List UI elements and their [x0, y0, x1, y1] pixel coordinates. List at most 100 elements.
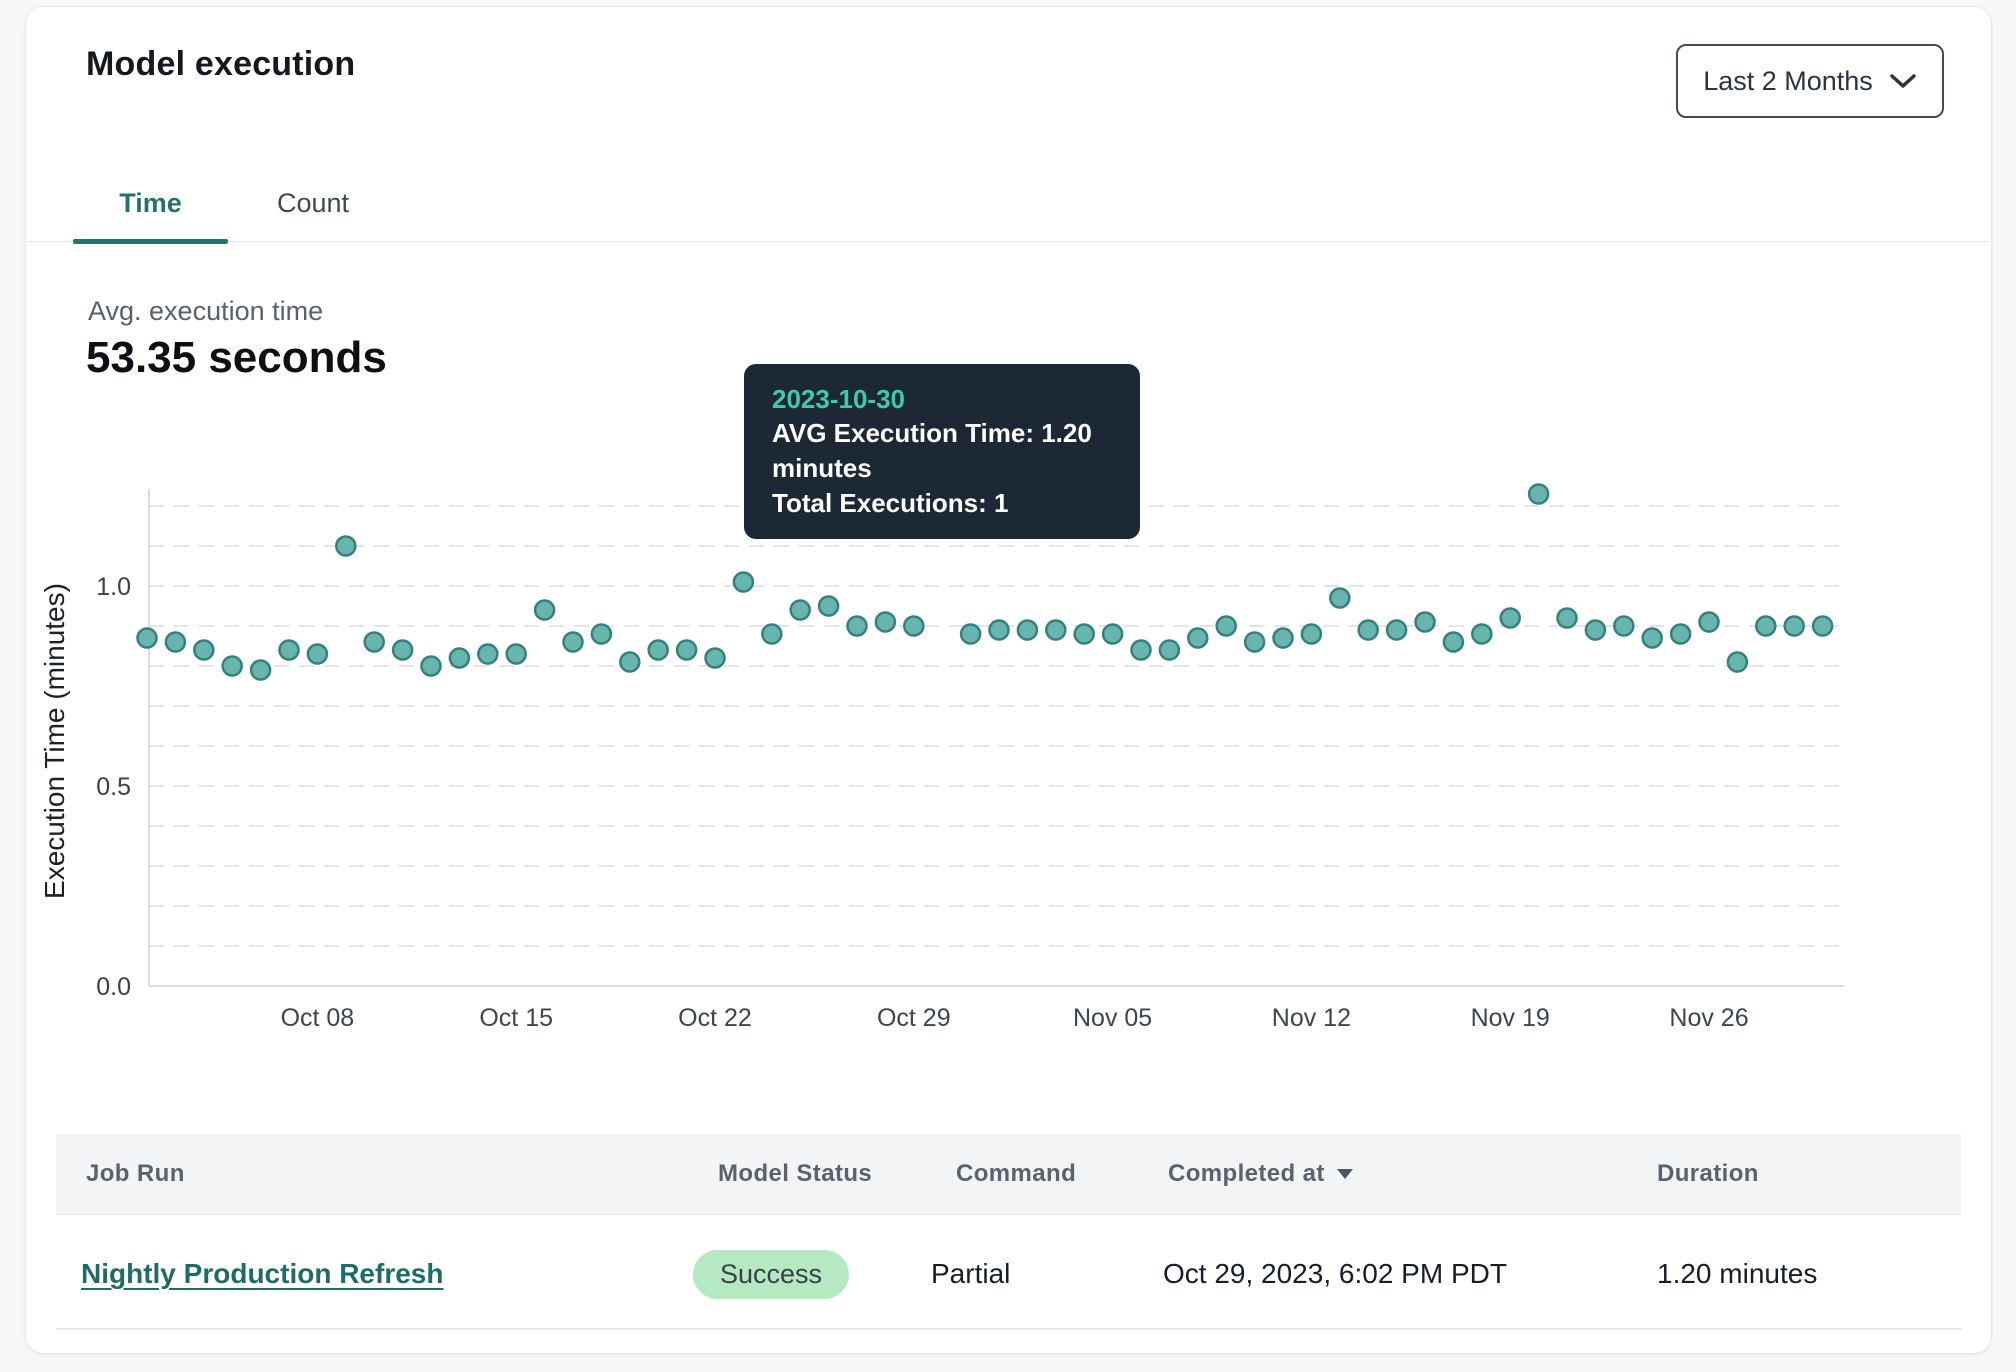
data-point[interactable]	[1130, 639, 1152, 661]
data-point[interactable]	[761, 623, 783, 645]
column-header-command[interactable]: Command	[956, 1160, 1077, 1187]
metric-value: 53.35 seconds	[86, 333, 387, 382]
svg-text:0.0: 0.0	[96, 973, 131, 1001]
data-point[interactable]	[1669, 623, 1692, 645]
data-point[interactable]	[647, 639, 669, 661]
data-point[interactable]	[675, 639, 698, 661]
data-point[interactable]	[817, 595, 840, 617]
data-point[interactable]	[1783, 615, 1805, 637]
data-point[interactable]	[249, 659, 272, 681]
data-point[interactable]	[533, 599, 556, 621]
data-point[interactable]	[278, 639, 300, 661]
data-point[interactable]	[136, 627, 158, 649]
svg-text:Oct 29: Oct 29	[877, 1004, 951, 1032]
cell-completed-at: Oct 29, 2023, 6:02 PM PDT	[1163, 1258, 1507, 1289]
tab-time[interactable]: Time	[73, 188, 228, 244]
status-badge: Success	[693, 1249, 850, 1299]
data-point[interactable]	[1556, 607, 1578, 629]
svg-text:Oct 22: Oct 22	[678, 1004, 752, 1032]
data-point[interactable]	[704, 647, 726, 669]
column-header-duration[interactable]: Duration	[1657, 1160, 1759, 1187]
svg-text:Nov 05: Nov 05	[1073, 1004, 1152, 1032]
data-point[interactable]	[391, 639, 414, 661]
data-point[interactable]	[1499, 607, 1521, 629]
data-point[interactable]	[477, 643, 499, 665]
tooltip-avg-time: AVG Execution Time: 1.20 minutes	[772, 418, 1092, 483]
execution-time-scatter-chart[interactable]: 0.0 0.5 1.0 Oct 08 Oct 15 Oct 22 Oct 29 Nov 05 N…	[26, 441, 1992, 1071]
data-point[interactable]	[874, 611, 897, 633]
tooltip-date: 2023-10-30	[772, 384, 905, 414]
data-point[interactable]	[1811, 615, 1834, 637]
data-point[interactable]	[1357, 619, 1379, 641]
data-point[interactable]	[789, 599, 811, 621]
data-point[interactable]	[1471, 623, 1493, 645]
data-point[interactable]	[1641, 627, 1663, 649]
data-point[interactable]	[1584, 619, 1607, 641]
column-header-completed-at[interactable]: Completed at	[1168, 1134, 1353, 1214]
data-point[interactable]	[1243, 631, 1266, 653]
svg-text:Nov 19: Nov 19	[1471, 1004, 1550, 1032]
data-point[interactable]	[1187, 627, 1209, 649]
metric-label: Avg. execution time	[88, 296, 324, 326]
data-point[interactable]	[1726, 651, 1749, 673]
data-point[interactable]	[1300, 623, 1323, 645]
data-point[interactable]	[164, 631, 187, 653]
data-point[interactable]	[1385, 619, 1408, 641]
data-point[interactable]	[1045, 619, 1067, 641]
data-point[interactable]	[1272, 627, 1294, 649]
data-point[interactable]	[1329, 587, 1351, 609]
data-point[interactable]	[1698, 611, 1720, 633]
column-header-model-status[interactable]: Model Status	[718, 1160, 873, 1187]
cell-command: Partial	[931, 1258, 1011, 1289]
y-axis-label: Execution Time (minutes)	[39, 583, 70, 899]
job-run-link[interactable]: Nightly Production Refresh	[81, 1258, 444, 1289]
data-point[interactable]	[1016, 619, 1039, 641]
data-point[interactable]	[1527, 483, 1550, 505]
data-point[interactable]	[1613, 615, 1635, 637]
data-point[interactable]	[619, 651, 641, 673]
data-point[interactable]	[1073, 623, 1095, 645]
data-point[interactable]	[1158, 639, 1181, 661]
data-point[interactable]	[363, 631, 385, 653]
data-point[interactable]	[505, 643, 527, 665]
data-point[interactable]	[193, 639, 215, 661]
model-execution-card: Model execution Last 2 Months Time Count…	[25, 6, 1992, 1354]
cell-duration: 1.20 minutes	[1657, 1258, 1818, 1289]
row-divider	[56, 1328, 1961, 1330]
data-point[interactable]	[732, 571, 755, 593]
chevron-down-icon	[1890, 73, 1916, 88]
date-range-dropdown[interactable]: Last 2 Months	[1676, 44, 1944, 118]
data-point[interactable]	[306, 643, 329, 665]
data-point[interactable]	[562, 631, 584, 653]
data-point[interactable]	[420, 655, 442, 677]
cell-job-run: Nightly Production Refresh	[81, 1219, 443, 1329]
column-header-job-run[interactable]: Job Run	[86, 1160, 185, 1187]
data-point[interactable]	[1755, 615, 1777, 637]
data-point[interactable]	[1414, 611, 1436, 633]
svg-text:Nov 26: Nov 26	[1669, 1004, 1748, 1032]
data-point[interactable]	[335, 535, 357, 557]
data-point[interactable]	[959, 623, 982, 645]
data-point[interactable]	[1215, 615, 1237, 637]
data-point[interactable]	[1101, 623, 1124, 645]
data-point[interactable]	[846, 615, 868, 637]
data-point[interactable]	[988, 619, 1010, 641]
table-header: Job Run Model Status Command Completed a…	[56, 1134, 1961, 1215]
data-point[interactable]	[903, 615, 925, 637]
tab-count[interactable]: Count	[276, 188, 350, 218]
svg-text:Nov 12: Nov 12	[1272, 1004, 1351, 1032]
table-row: Nightly Production Refresh Success Parti…	[26, 1219, 1989, 1329]
chart-tabs: Time Count	[26, 157, 1989, 244]
svg-text:Oct 15: Oct 15	[479, 1004, 553, 1032]
date-range-label: Last 2 Months	[1703, 65, 1873, 96]
sort-desc-icon	[1336, 1169, 1353, 1179]
data-point[interactable]	[448, 647, 471, 669]
svg-text:1.0: 1.0	[96, 573, 131, 601]
chart-tooltip: 2023-10-30 AVG Execution Time: 1.20 minu…	[744, 364, 1140, 539]
data-point[interactable]	[590, 623, 613, 645]
cell-model-status: Success	[693, 1219, 850, 1329]
data-point[interactable]	[221, 655, 243, 677]
svg-text:Oct 08: Oct 08	[281, 1004, 355, 1032]
data-point[interactable]	[1442, 631, 1465, 653]
tooltip-total-executions: Total Executions: 1	[772, 488, 1009, 518]
